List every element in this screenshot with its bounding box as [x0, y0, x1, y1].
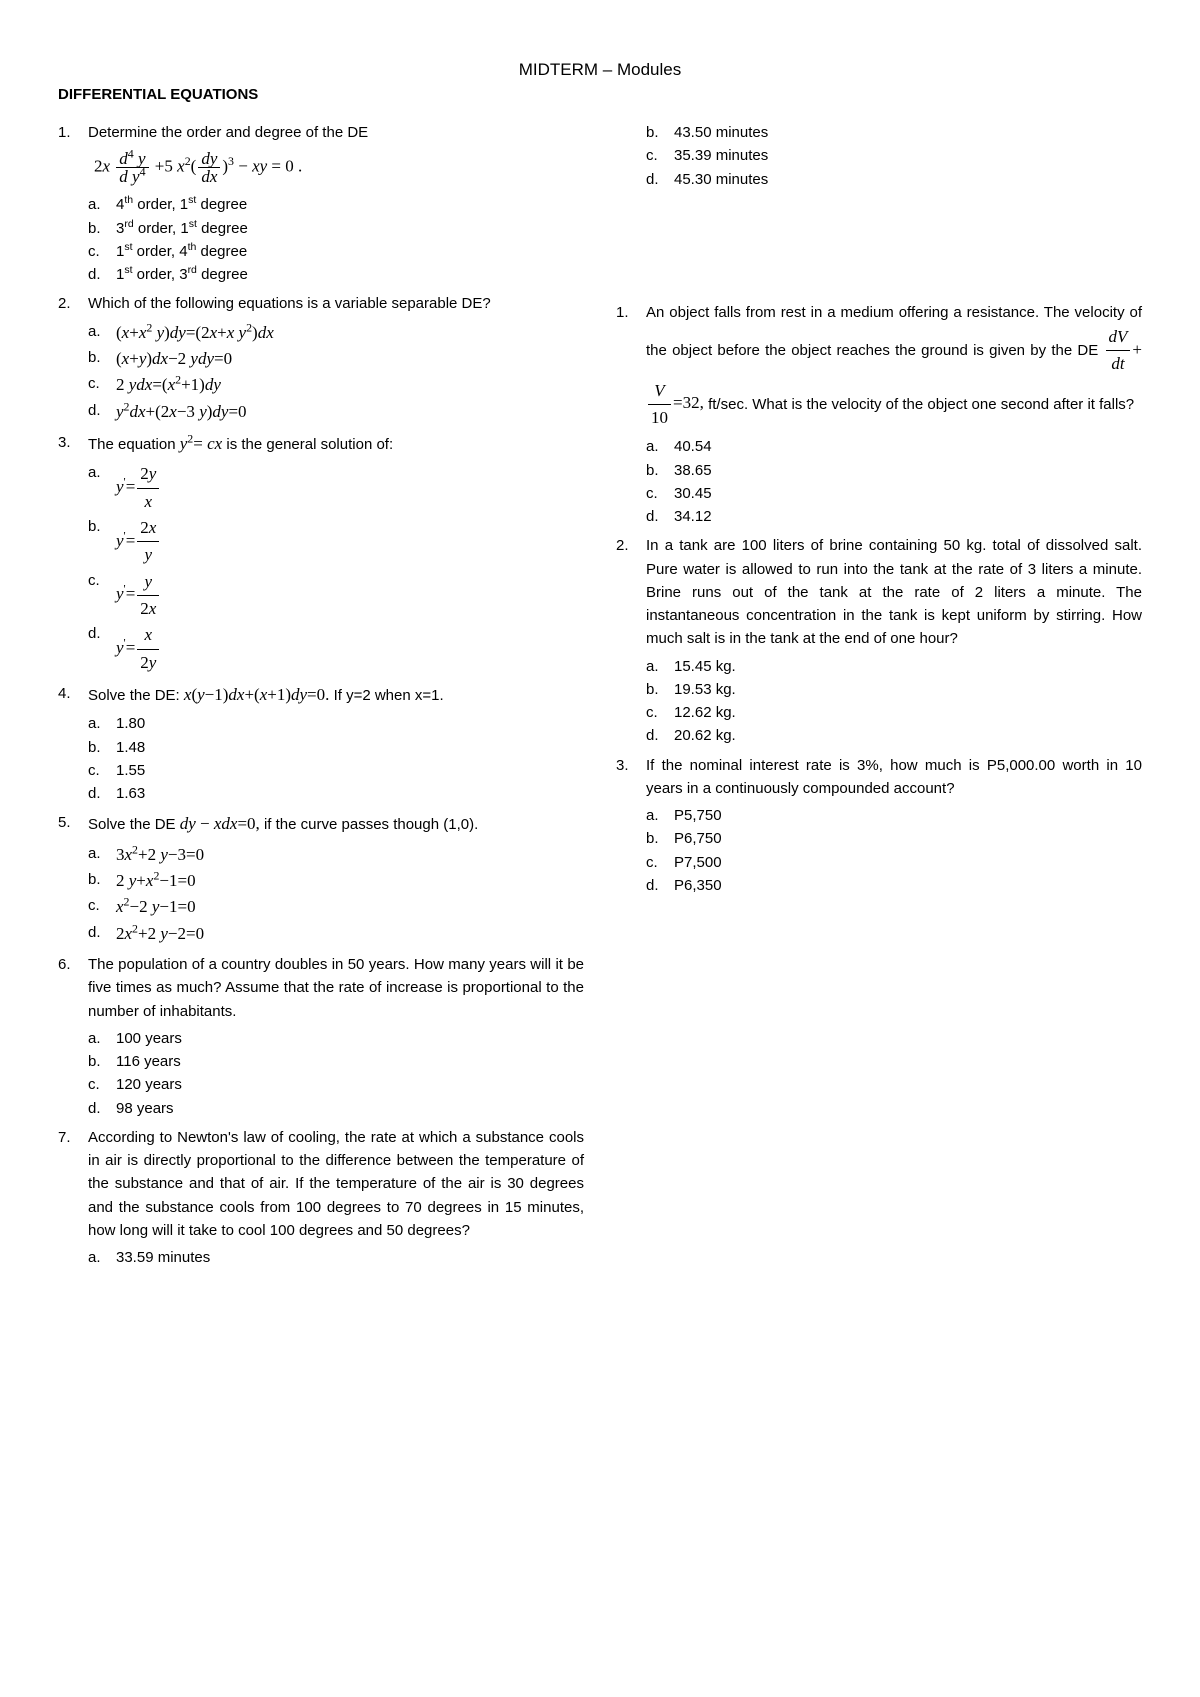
q5-options: 3x2+2 y−3=0 2 y+x2−1=0 x2−2 y−1=0 2x2+2 … — [88, 842, 584, 947]
q9-opt-b: 19.53 kg. — [646, 678, 1142, 701]
question-2: Which of the following equations is a va… — [58, 292, 584, 425]
q9-opt-c: 12.62 kg. — [646, 701, 1142, 724]
q4-opt-a: 1.80 — [88, 712, 584, 735]
q7-opt-a: 33.59 minutes — [88, 1246, 584, 1269]
q7-opt-d: d.45.30 minutes — [646, 168, 1142, 191]
q4-suffix: If y=2 when x=1. — [334, 687, 444, 704]
q1-text: Determine the order and degree of the DE — [88, 121, 584, 144]
q7-opt-b: b.43.50 minutes — [646, 121, 1142, 144]
right-column: b.43.50 minutes c.35.39 minutes d.45.30 … — [616, 121, 1142, 1275]
q3-suffix: is the general solution of: — [226, 436, 393, 453]
section-title: DIFFERENTIAL EQUATIONS — [58, 86, 1142, 103]
q6-opt-d: 98 years — [88, 1097, 584, 1120]
q10-opt-a: P5,750 — [646, 804, 1142, 827]
q5-opt-b: 2 y+x2−1=0 — [88, 868, 584, 894]
question-list-right: An object falls from rest in a medium of… — [616, 301, 1142, 897]
q4-opt-c: 1.55 — [88, 759, 584, 782]
q6-text: The population of a country doubles in 5… — [88, 953, 584, 1023]
q3-opt-b: y'=2xy — [88, 515, 584, 569]
q2-opt-c: 2 ydx=(x2+1)dy — [88, 372, 584, 398]
q10-text: If the nominal interest rate is 3%, how … — [646, 754, 1142, 801]
page-header: MIDTERM – Modules — [58, 60, 1142, 80]
q1-equation: 2x d4 yd y4 +5 x2(dydx)3 − xy = 0 . — [94, 150, 584, 185]
q6-options: 100 years 116 years 120 years 98 years — [88, 1027, 584, 1120]
q6-opt-c: 120 years — [88, 1073, 584, 1096]
question-10: If the nominal interest rate is 3%, how … — [616, 754, 1142, 898]
q10-opt-c: P7,500 — [646, 851, 1142, 874]
q3-prefix: The equation — [88, 436, 180, 453]
q4-text: Solve the DE: x(y−1)dx+(x+1)dy=0. If y=2… — [88, 682, 584, 708]
question-8: An object falls from rest in a medium of… — [616, 301, 1142, 529]
q2-opt-d: y2dx+(2x−3 y)dy=0 — [88, 399, 584, 425]
q7-opt-c: c.35.39 minutes — [646, 144, 1142, 167]
q10-options: P5,750 P6,750 P7,500 P6,350 — [646, 804, 1142, 897]
q3-opt-c: y'=y2x — [88, 569, 584, 623]
q9-text: In a tank are 100 liters of brine contai… — [646, 534, 1142, 650]
question-9: In a tank are 100 liters of brine contai… — [616, 534, 1142, 747]
q4-opt-d: 1.63 — [88, 782, 584, 805]
q8-options: 40.54 38.65 30.45 34.12 — [646, 435, 1142, 528]
q1-opt-a: 4th order, 1st degree — [88, 193, 584, 216]
q7-options-partial: 33.59 minutes — [88, 1246, 584, 1269]
q8-part1: An object falls from rest in a medium of… — [646, 304, 1142, 359]
q1-opt-b: 3rd order, 1st degree — [88, 217, 584, 240]
question-list-left: Determine the order and degree of the DE… — [58, 121, 584, 1269]
q8-part2: ft/sec. What is the velocity of the obje… — [708, 395, 1134, 412]
q1-opt-c: 1st order, 4th degree — [88, 240, 584, 263]
two-column-layout: Determine the order and degree of the DE… — [58, 121, 1142, 1275]
q8-opt-c: 30.45 — [646, 482, 1142, 505]
q3-options: y'=2yx y'=2xy y'=y2x y'=x2y — [88, 461, 584, 676]
question-4: Solve the DE: x(y−1)dx+(x+1)dy=0. If y=2… — [58, 682, 584, 805]
question-6: The population of a country doubles in 5… — [58, 953, 584, 1120]
q3-opt-d: y'=x2y — [88, 622, 584, 676]
q4-eq: x(y−1)dx+(x+1)dy=0. — [184, 685, 330, 704]
q9-opt-d: 20.62 kg. — [646, 724, 1142, 747]
q8-text: An object falls from rest in a medium of… — [646, 301, 1142, 432]
q10-opt-b: P6,750 — [646, 827, 1142, 850]
q7-text: According to Newton's law of cooling, th… — [88, 1126, 584, 1242]
q7-options-continued: b.43.50 minutes c.35.39 minutes d.45.30 … — [616, 121, 1142, 191]
question-7: According to Newton's law of cooling, th… — [58, 1126, 584, 1270]
q6-opt-a: 100 years — [88, 1027, 584, 1050]
q3-opt-a: y'=2yx — [88, 461, 584, 515]
q4-prefix: Solve the DE: — [88, 687, 184, 704]
q8-opt-b: 38.65 — [646, 459, 1142, 482]
q8-opt-a: 40.54 — [646, 435, 1142, 458]
q5-opt-a: 3x2+2 y−3=0 — [88, 842, 584, 868]
q5-text: Solve the DE dy − xdx=0, if the curve pa… — [88, 811, 584, 837]
q5-opt-d: 2x2+2 y−2=0 — [88, 921, 584, 947]
question-5: Solve the DE dy − xdx=0, if the curve pa… — [58, 811, 584, 947]
q1-opt-d: 1st order, 3rd degree — [88, 263, 584, 286]
q9-options: 15.45 kg. 19.53 kg. 12.62 kg. 20.62 kg. — [646, 655, 1142, 748]
q1-options: 4th order, 1st degree 3rd order, 1st deg… — [88, 193, 584, 286]
q5-prefix: Solve the DE — [88, 816, 180, 833]
q2-options: (x+x2 y)dy=(2x+x y2)dx (x+y)dx−2 ydy=0 2… — [88, 320, 584, 425]
left-column: Determine the order and degree of the DE… — [58, 121, 584, 1275]
q3-text: The equation y2= cx is the general solut… — [88, 431, 584, 457]
q5-eq: dy − xdx=0, — [180, 814, 260, 833]
q4-options: 1.80 1.48 1.55 1.63 — [88, 712, 584, 805]
q4-opt-b: 1.48 — [88, 736, 584, 759]
q5-suffix: if the curve passes though (1,0). — [264, 816, 478, 833]
q8-opt-d: 34.12 — [646, 505, 1142, 528]
q2-text: Which of the following equations is a va… — [88, 292, 584, 315]
q5-opt-c: x2−2 y−1=0 — [88, 894, 584, 920]
question-1: Determine the order and degree of the DE… — [58, 121, 584, 286]
q3-eq: y2= cx — [180, 434, 222, 453]
q2-opt-a: (x+x2 y)dy=(2x+x y2)dx — [88, 320, 584, 346]
q6-opt-b: 116 years — [88, 1050, 584, 1073]
q2-opt-b: (x+y)dx−2 ydy=0 — [88, 346, 584, 372]
question-3: The equation y2= cx is the general solut… — [58, 431, 584, 676]
q9-opt-a: 15.45 kg. — [646, 655, 1142, 678]
q10-opt-d: P6,350 — [646, 874, 1142, 897]
